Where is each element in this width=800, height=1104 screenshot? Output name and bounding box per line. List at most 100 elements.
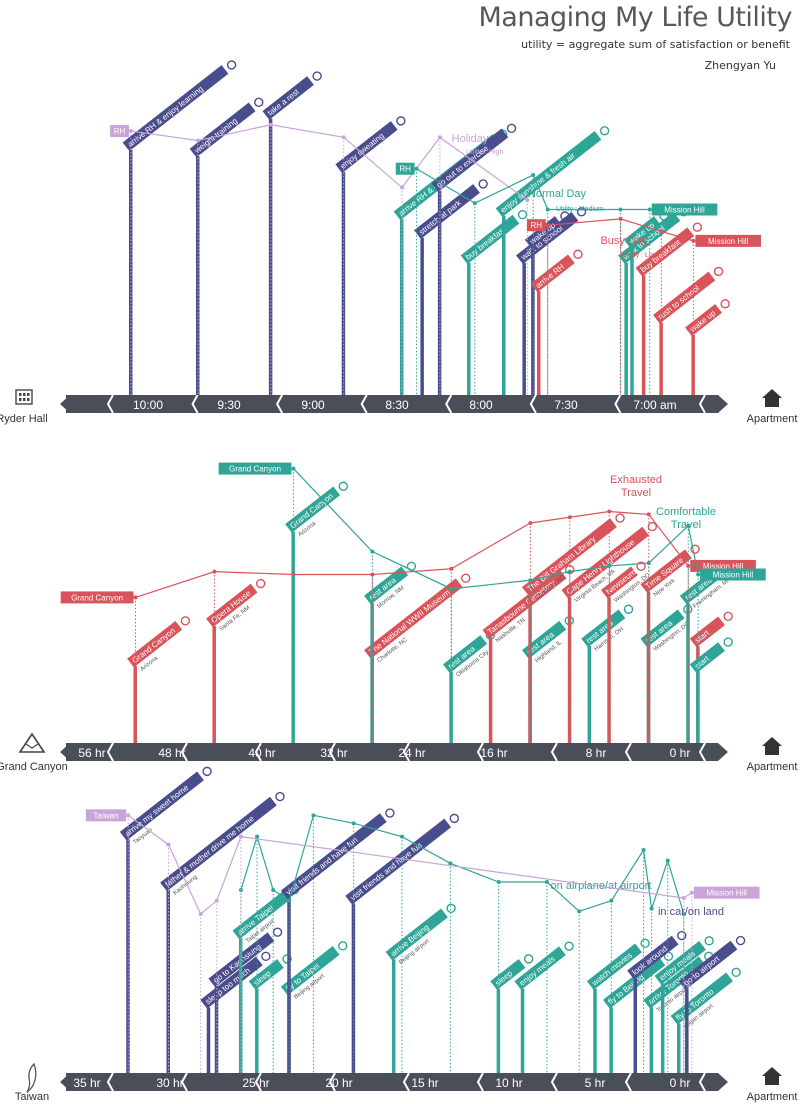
data-point xyxy=(681,896,686,900)
data-point xyxy=(686,563,691,568)
data-point xyxy=(449,586,454,591)
icon-glyph xyxy=(275,791,285,802)
axis-tick-label: 8:30 xyxy=(385,398,409,412)
series-line xyxy=(135,510,689,598)
axis-chevron xyxy=(402,742,410,762)
series-busy-day: RH Mission Hill Busy Day Utility : Low xyxy=(526,216,762,395)
event-label: rush to school xyxy=(656,284,701,322)
author-name: Zhengyan Yu xyxy=(704,59,776,72)
event-label: enjoy meals xyxy=(518,954,557,987)
event-pole xyxy=(536,291,541,395)
start-label: Taiwan xyxy=(15,1091,49,1103)
end-tag: Mission Hill xyxy=(706,889,747,898)
axis-chevron xyxy=(476,742,484,762)
icon-glyph xyxy=(615,513,625,523)
lighthouse-icon xyxy=(647,521,658,532)
event-flag-band xyxy=(561,526,650,599)
plane-icon xyxy=(731,967,741,978)
event-flag-band xyxy=(482,569,567,639)
data-point xyxy=(311,813,316,818)
icon-glyph xyxy=(261,951,271,962)
icon-glyph xyxy=(560,211,570,221)
axis-tick-label: 20 hr xyxy=(325,1076,352,1090)
data-point xyxy=(531,172,536,177)
start-tag-box xyxy=(395,162,415,175)
walk-icon xyxy=(576,207,587,217)
axis-tick-label: 48 hr xyxy=(158,746,185,760)
axis-tick-label: 25 hr xyxy=(242,1076,269,1090)
data-point xyxy=(609,898,614,903)
start-tag: Grand Canyon xyxy=(229,465,281,474)
series-sublabel: Utility : Medium xyxy=(556,206,604,213)
axis-arrow-left xyxy=(60,1073,76,1091)
building-window xyxy=(19,398,22,401)
series-line xyxy=(547,218,694,242)
page-subtitle: utility = aggregate sum of satisfaction … xyxy=(521,38,790,51)
data-point xyxy=(647,207,652,212)
axis-tick-label: 9:30 xyxy=(217,398,241,412)
axis-chevron xyxy=(328,742,336,762)
event-flag-band xyxy=(127,621,183,668)
data-point xyxy=(665,858,670,863)
event-flag-band xyxy=(248,959,284,990)
event-arrive-rh-enjoy-learning: arrive RH & enjoy learning xyxy=(122,60,237,395)
event-pole xyxy=(502,215,506,395)
event-label: take a rest xyxy=(266,87,302,118)
event-label: arrive my sweet home xyxy=(123,783,191,839)
event-label: The National WWII Museum xyxy=(367,588,452,657)
stretch-icon xyxy=(478,179,488,189)
end-tag-box xyxy=(693,886,760,899)
event-pole xyxy=(496,988,501,1073)
home-body xyxy=(765,746,779,755)
sweat-icon xyxy=(396,116,406,126)
series-normal-day: RH Mission Hill Normal Day Utility : Medium xyxy=(395,162,718,395)
data-point xyxy=(607,509,612,514)
data-point xyxy=(238,834,243,839)
axis-chevron xyxy=(698,394,706,414)
building-window xyxy=(23,398,26,401)
data-point xyxy=(449,566,454,571)
breakfast-icon xyxy=(517,209,528,220)
car-icon xyxy=(735,935,746,946)
end-tag-box xyxy=(700,568,766,581)
axis-chevron xyxy=(360,394,368,414)
data-point xyxy=(544,880,549,884)
event-pole xyxy=(660,983,665,1073)
end-label: Apartment xyxy=(747,761,798,773)
sleep-icon xyxy=(282,954,292,964)
event-flag: enjoy meals xyxy=(514,941,574,990)
book-icon xyxy=(226,60,237,70)
series-legend: Holiday xyxy=(452,133,489,145)
event-label: The Bill Graham Library xyxy=(525,534,597,593)
axis-chevron xyxy=(529,394,537,414)
axis-chevron xyxy=(328,1072,336,1092)
start-tag: RH xyxy=(531,221,543,230)
axis-chevron xyxy=(106,742,114,762)
icon-glyph xyxy=(478,179,488,189)
event-pole xyxy=(633,978,638,1073)
axis-tick-label: 10 hr xyxy=(495,1076,522,1090)
series-legend: Busy Day xyxy=(600,235,648,247)
event-label: arrive RH xyxy=(534,262,566,290)
event-flag: start xyxy=(689,611,733,648)
event-flag-band xyxy=(431,128,509,192)
event-flag-band xyxy=(280,813,387,900)
series-legend-2: Travel xyxy=(621,487,651,499)
axis-chevron xyxy=(614,394,622,414)
people-icon xyxy=(449,813,460,824)
icon-glyph xyxy=(446,903,456,914)
event-flag-band xyxy=(600,566,638,599)
warning-icon xyxy=(180,616,191,626)
axis-arrow-left xyxy=(60,743,76,761)
event-pole xyxy=(214,986,219,1073)
event-pole xyxy=(646,591,651,743)
event-flag-band xyxy=(443,635,488,674)
event-pole xyxy=(437,190,442,395)
data-point xyxy=(370,549,375,554)
